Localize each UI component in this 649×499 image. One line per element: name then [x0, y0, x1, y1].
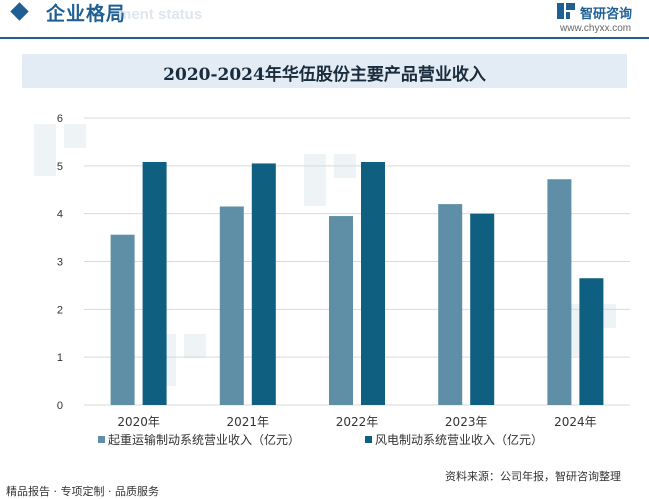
y-tick-label: 0	[57, 400, 63, 412]
footer-slogan: 精品报告 · 专项定制 · 品质服务	[6, 485, 159, 498]
header-divider	[0, 37, 649, 39]
y-tick-label: 5	[57, 161, 63, 173]
bar	[251, 163, 276, 405]
source-note: 资料来源：公司年报，智研咨询整理	[445, 470, 621, 483]
y-tick-label: 1	[57, 352, 63, 364]
bar	[438, 204, 463, 405]
bar	[547, 179, 572, 405]
legend-swatch	[98, 436, 105, 443]
brand-name: 智研咨询	[580, 7, 633, 22]
brand-url: www.chyxx.com	[560, 23, 632, 34]
bar	[329, 216, 353, 405]
bar	[470, 213, 495, 405]
legend-label: 起重运输制动系统营业收入（亿元）	[108, 432, 300, 447]
x-tick-label: 2022年	[336, 415, 379, 429]
chart-title-band: 2020-2024年华伍股份主要产品营业收入	[22, 54, 627, 88]
bar	[361, 162, 385, 405]
bar	[219, 206, 244, 405]
x-tick-label: 2020年	[117, 415, 160, 429]
y-tick-label: 4	[57, 209, 63, 221]
x-tick-label: 2023年	[445, 415, 488, 429]
y-tick-label: 6	[57, 113, 63, 125]
chart-title: 2020-2024年华伍股份主要产品营业收入	[163, 65, 486, 85]
section-subtitle: ment status	[118, 6, 203, 23]
x-tick-label: 2024年	[554, 415, 597, 429]
page-header: 企业格局 ment status 智研咨询 www.chyxx.com	[0, 0, 649, 36]
section-title: 企业格局	[46, 3, 127, 25]
y-tick-label: 2	[57, 304, 63, 316]
legend-swatch	[365, 436, 372, 443]
y-tick-label: 3	[57, 257, 63, 269]
bar	[110, 234, 135, 405]
legend-label: 风电制动系统营业收入（亿元）	[375, 432, 543, 447]
watermark-logo	[34, 124, 86, 176]
x-tick-label: 2021年	[227, 415, 270, 429]
bar	[142, 162, 167, 405]
bar	[579, 278, 604, 405]
brand-logo-icon	[557, 3, 575, 19]
